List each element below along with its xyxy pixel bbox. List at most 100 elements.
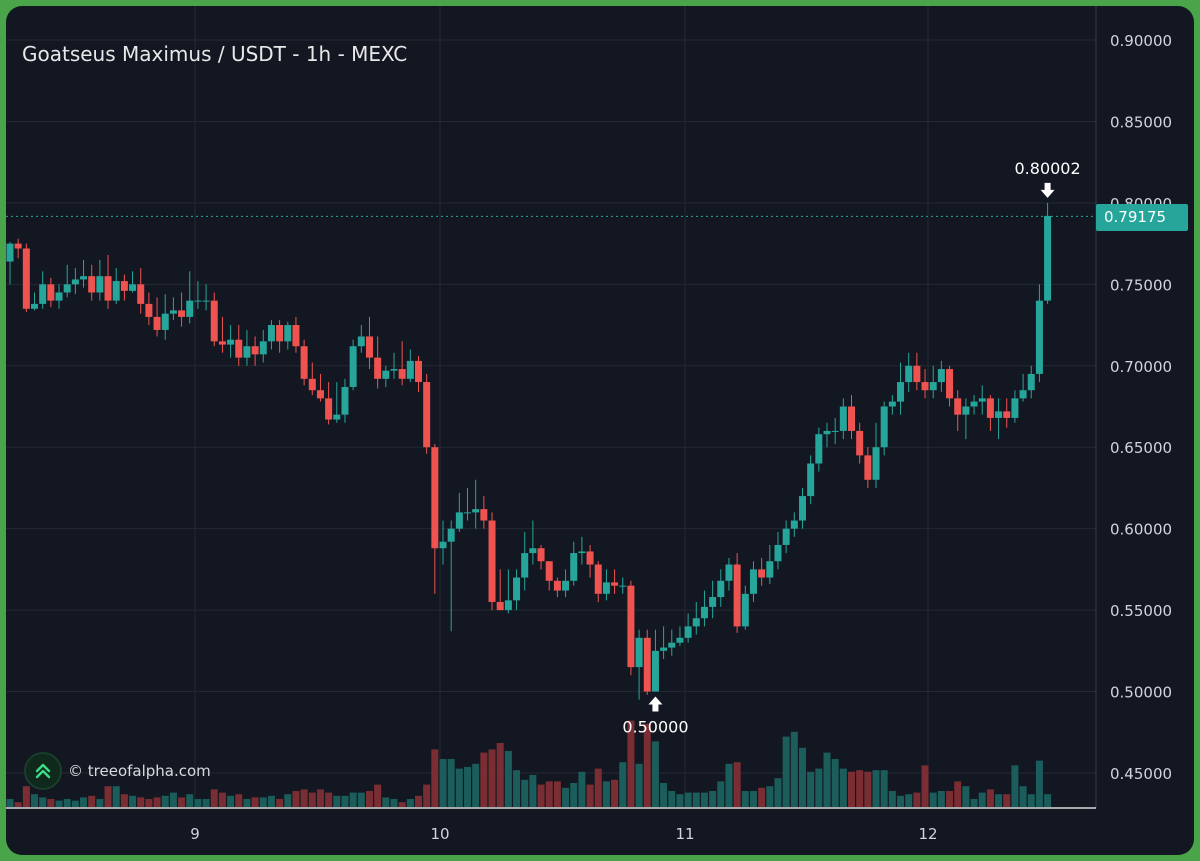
volume-bar [1019, 786, 1027, 807]
volume-bar [1035, 760, 1043, 807]
volume-bar [733, 762, 741, 807]
volume-bar [194, 799, 202, 807]
candle-body [88, 276, 96, 293]
candle-body [782, 528, 790, 545]
volume-bar [668, 791, 676, 807]
volume-bar [390, 799, 398, 807]
low-price-label: 0.50000 [622, 718, 688, 737]
volume-bar [227, 795, 235, 807]
volume-bar [570, 783, 578, 807]
volume-bar [798, 747, 806, 807]
volume-bar [807, 771, 815, 807]
candle-body [218, 341, 226, 345]
volume-bar [88, 795, 96, 807]
volume-bar [398, 802, 406, 807]
candle-body [798, 496, 806, 521]
volume-bar [782, 736, 790, 807]
candle-body [374, 357, 382, 379]
candle-body [717, 580, 725, 598]
volume-bar [129, 795, 137, 807]
candle-body [390, 369, 398, 371]
x-tick-label: 10 [430, 825, 449, 843]
tree-logo-icon [24, 752, 62, 790]
candle-body [823, 430, 831, 435]
candle-body [488, 520, 496, 602]
volume-bar [986, 789, 994, 807]
candle-body [210, 300, 218, 342]
volume-bar [423, 784, 431, 807]
volume-bar [766, 786, 774, 807]
candle-body [259, 341, 267, 355]
candle-body [676, 637, 684, 643]
volume-bar [374, 784, 382, 807]
watermark[interactable]: © treeofalpha.com [24, 752, 211, 790]
volume-bar [325, 792, 333, 807]
volume-bar [333, 795, 341, 807]
candle-body [897, 382, 905, 402]
candle-body [447, 528, 455, 542]
candle-body [856, 430, 864, 456]
volume-bar [913, 792, 921, 807]
volume-bar [815, 768, 823, 807]
volume-bar [1011, 765, 1019, 807]
candle-body [22, 248, 30, 309]
volume-bar [709, 791, 717, 807]
volume-bar [521, 779, 529, 807]
candle-body [733, 564, 741, 627]
candle-body [292, 325, 300, 347]
volume-bar [602, 781, 610, 807]
candle-body [31, 303, 39, 309]
volume-bar [308, 792, 316, 807]
volume-bar [210, 789, 218, 807]
volume-bar [178, 797, 186, 807]
candle-body [913, 365, 921, 383]
candlestick-chart[interactable]: 0.900000.850000.800000.750000.700000.650… [6, 6, 1194, 855]
candle-body [905, 365, 913, 383]
candle-body [643, 637, 651, 692]
volume-bar [96, 799, 104, 807]
volume-bar [717, 781, 725, 807]
candle-body [619, 585, 627, 587]
candle-body [594, 564, 602, 594]
volume-bar [872, 770, 880, 807]
volume-bar [63, 799, 71, 807]
volume-bar [235, 794, 243, 807]
candle-body [186, 300, 194, 317]
volume-bar [218, 792, 226, 807]
volume-bar [749, 791, 757, 807]
candle-body [627, 585, 635, 668]
candle-body [1011, 398, 1019, 418]
volume-bar [692, 792, 700, 807]
candle-body [692, 618, 700, 627]
candle-body [472, 509, 480, 513]
volume-bar [145, 799, 153, 807]
candle-body [586, 551, 594, 565]
volume-bar [946, 791, 954, 807]
candle-body [161, 313, 169, 330]
volume-bar [537, 784, 545, 807]
candle-body [880, 406, 888, 448]
candle-body [562, 580, 570, 591]
volume-bar [562, 787, 570, 807]
candle-body [1027, 373, 1035, 391]
candle-body [71, 279, 79, 285]
candle-body [365, 336, 373, 358]
candle-body [325, 398, 333, 420]
volume-bar [22, 786, 30, 807]
volume-bar [864, 771, 872, 807]
volume-bar [774, 778, 782, 807]
volume-bar [284, 794, 292, 807]
high-price-label: 0.80002 [1015, 159, 1081, 178]
volume-bar [594, 768, 602, 807]
volume-bar [300, 789, 308, 807]
candle-body [398, 369, 406, 379]
volume-bar [104, 786, 112, 807]
arrow-up-icon [648, 696, 663, 712]
volume-bar [31, 794, 39, 807]
candle-body [39, 284, 47, 304]
candle-body [1019, 390, 1027, 399]
candle-body [921, 382, 929, 391]
candle-body [872, 447, 880, 480]
y-tick-label: 0.45000 [1110, 765, 1172, 783]
y-tick-label: 0.55000 [1110, 602, 1172, 620]
